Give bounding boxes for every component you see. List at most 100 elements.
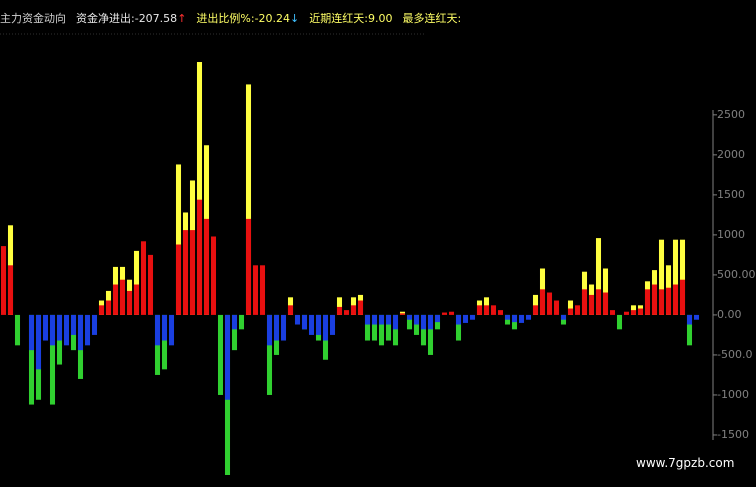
bar: [672, 239, 679, 315]
bar: [133, 250, 140, 315]
bar: [658, 289, 665, 315]
bar: [63, 314, 70, 346]
bar: [385, 314, 392, 325]
bar: [455, 314, 462, 341]
bar: [693, 314, 700, 320]
y-tick-label: 1500: [717, 188, 745, 201]
bar: [259, 265, 266, 315]
bar: [588, 294, 595, 315]
item-value: -20.24: [254, 12, 291, 25]
bar: [175, 244, 182, 315]
bar: [567, 300, 574, 315]
bar: [14, 314, 21, 346]
bar: [483, 305, 490, 315]
bar: [651, 284, 658, 315]
bar: [434, 314, 441, 323]
bar: [504, 314, 511, 320]
item-label: 近期连红天:: [309, 12, 368, 25]
bar: [273, 314, 280, 341]
bar: [0, 246, 7, 315]
bar: [70, 314, 77, 335]
bar: [203, 218, 210, 315]
bar: [238, 314, 245, 330]
bar: [469, 314, 476, 320]
bar: [287, 305, 294, 315]
bar: [329, 314, 336, 335]
bar: [147, 254, 154, 315]
bar: [56, 314, 63, 341]
bar: [140, 241, 147, 315]
bar: [525, 314, 532, 320]
item-arrow: ↑: [177, 12, 187, 25]
bar: [686, 314, 693, 346]
bar: [133, 284, 140, 315]
bar: [126, 290, 133, 315]
bar: [245, 84, 252, 315]
y-tick-label: -500.0: [717, 348, 752, 361]
bar: [168, 314, 175, 346]
y-tick-label: -1000: [717, 388, 749, 401]
bar: [35, 314, 42, 370]
bar: [679, 239, 686, 315]
bar: [77, 314, 84, 351]
bar: [553, 300, 560, 315]
bar: [196, 199, 203, 315]
bar: [686, 314, 693, 325]
bar: [98, 305, 105, 315]
bar: [371, 314, 378, 325]
bar: [378, 314, 385, 346]
bar: [448, 311, 455, 315]
bar: [49, 314, 56, 405]
bar: [441, 312, 448, 315]
bar: [413, 314, 420, 325]
bar: [161, 314, 168, 370]
bar: [315, 314, 322, 335]
bar: [595, 289, 602, 315]
bar: [623, 311, 630, 315]
bar: [490, 305, 497, 315]
bar: [399, 313, 406, 315]
item-label: 进出比例%:: [196, 12, 255, 25]
bar: [665, 287, 672, 315]
bar: [427, 314, 434, 355]
bar: [392, 314, 399, 330]
bar: [602, 268, 609, 315]
item-label: 最多连红天:: [402, 12, 462, 25]
bar: [189, 230, 196, 315]
bar: [539, 289, 546, 315]
header-item: 近期连红天:9.00: [309, 10, 392, 28]
bar: [413, 314, 420, 335]
bar: [581, 289, 588, 315]
bar: [343, 310, 350, 315]
bar: [154, 314, 161, 346]
bar: [210, 236, 217, 315]
indicator-title: 主力资金动向: [0, 12, 66, 25]
bar: [560, 314, 567, 325]
bar: [630, 310, 637, 315]
bar: [420, 314, 427, 330]
bar: [567, 308, 574, 315]
watermark: www.7gpzb.com: [636, 456, 735, 470]
y-tick-label: 2500: [717, 108, 745, 121]
bar: [406, 314, 413, 330]
item-value: -207.58: [134, 12, 178, 25]
item-arrow: ↓: [290, 12, 300, 25]
bar: [105, 300, 112, 315]
bar: [49, 314, 56, 346]
y-tick-label: 2000: [717, 148, 745, 161]
bar: [224, 314, 231, 400]
bar: [595, 238, 602, 315]
bar: [616, 314, 623, 330]
bar: [518, 314, 525, 323]
bar: [602, 292, 609, 315]
bar: [532, 294, 539, 315]
bar: [364, 314, 371, 341]
bar: [91, 314, 98, 335]
bar: [245, 218, 252, 315]
bar: [266, 314, 273, 395]
bar: [364, 314, 371, 325]
bar: [252, 265, 259, 315]
bar: [497, 310, 504, 315]
header-item: 进出比例%:-20.24↓: [196, 10, 299, 28]
